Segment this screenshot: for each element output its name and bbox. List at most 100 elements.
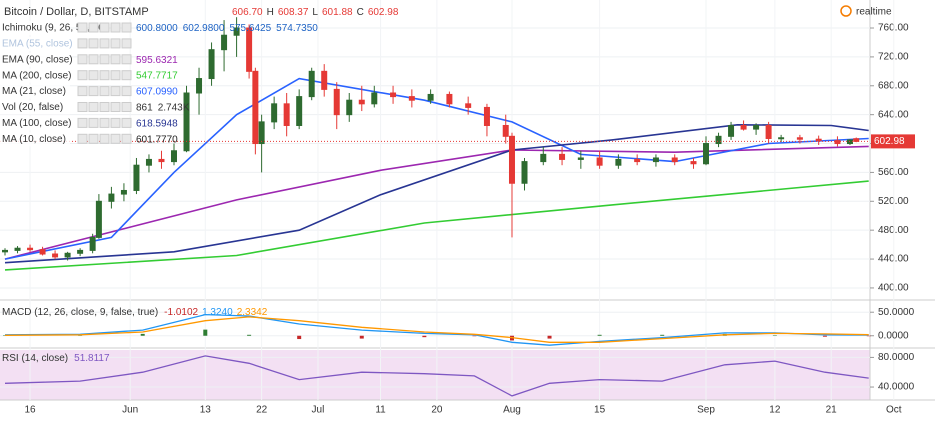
candle-body [297,97,302,126]
legend-value: 861 [136,102,153,113]
legend-value: 601.7770 [136,134,178,145]
pane-value: 51.8117 [74,353,110,364]
candle-body [409,97,414,101]
candle-body [541,154,546,161]
candle-body [172,151,177,162]
ohlc-part: H [267,7,274,18]
legend-values: 547.7717 [136,70,178,81]
macd-histogram [360,336,364,339]
last-price-label: 602.98 [874,136,905,147]
candle-body [28,248,33,249]
candle-body [40,250,45,254]
y-tick-label: 80.0000 [878,352,915,363]
legend-icon [100,23,109,32]
candle-body [78,250,83,253]
candle-body [146,159,151,165]
x-tick-label: 16 [24,405,36,416]
pane-name: MACD (12, 26, close, 9, false, true) [2,307,158,318]
pane-name: RSI (14, close) [2,353,68,364]
candle-body [121,190,126,194]
legend-icon [122,55,131,64]
candle-body [209,50,214,79]
candle-body [284,104,289,126]
legend-icon [111,118,120,127]
candle-body [779,138,784,139]
candle-body [509,136,514,183]
candle-body [766,125,771,138]
y-tick-label: 40.0000 [878,382,915,393]
candle-body [391,93,396,97]
candle-body [597,158,602,165]
ohlc-part: 606.70 [232,7,263,18]
legend-icon [100,87,109,96]
realtime-label: realtime [856,7,892,18]
legend-value: 618.5948 [136,118,178,129]
candle-body [466,104,471,108]
macd-histogram [297,336,301,339]
legend-value: 575.6425 [229,23,271,34]
legend-icon [100,118,109,127]
ohlc-part: L [312,7,318,18]
chart-title: Bitcoin / Dollar, D, BITSTAMP [4,6,149,18]
candle-body [635,159,640,161]
candle-body [854,139,859,142]
legend-icon [111,103,120,112]
candle-body [484,107,489,125]
legend-value: 547.7717 [136,70,178,81]
macd-histogram [203,330,207,336]
legend-icon [100,55,109,64]
candle-body [159,159,164,161]
candle-body [322,71,327,89]
candle-body [53,254,58,257]
legend-value: 574.7350 [276,23,318,34]
legend-icon [78,103,87,112]
candle-body [272,104,277,122]
legend-icon [78,71,87,80]
macd-histogram [598,335,602,336]
candle-body [90,237,95,250]
legend-icon [100,39,109,48]
legend-icon [89,134,98,143]
legend-label: EMA (55, close) [2,39,73,50]
candle-body [428,94,433,100]
macd-histogram [247,335,251,336]
candle-body [672,158,677,162]
candle-body [704,144,709,164]
legend-icon [78,55,87,64]
candle-body [754,125,759,129]
candle-body [359,100,364,104]
legend-icon [89,103,98,112]
candle-body [578,158,583,159]
x-tick-label: 15 [594,405,606,416]
title: Bitcoin / Dollar, D, BITSTAMP [4,6,149,18]
legend-label: Vol (20, false) [2,102,63,113]
candle-body [247,28,252,71]
legend-values: 595.6321 [136,54,178,65]
legend-icon [122,103,131,112]
candle-body [65,253,70,257]
pane-label: MACD (12, 26, close, 9, false, true)-1.0… [2,307,268,318]
macd-histogram [660,335,664,336]
candle-body [253,71,258,143]
legend-value: 607.0990 [136,86,178,97]
macd-histogram [422,336,426,337]
legend-icon [100,103,109,112]
candle-body [716,136,721,143]
legend-icon [89,71,98,80]
legend-icon [111,71,120,80]
candle-body [259,122,264,144]
legend-icon [111,55,120,64]
legend-label: MA (100, close) [2,118,71,129]
candle-body [729,125,734,136]
legend-icon [122,118,131,127]
legend-icon [89,118,98,127]
ohlc-part: 602.98 [368,7,399,18]
legend-icon [78,39,87,48]
legend-icon [89,39,98,48]
legend-value: 595.6321 [136,54,178,65]
legend-icon [111,87,120,96]
legend-values: 607.0990 [136,86,178,97]
ohlc-part: C [357,7,364,18]
